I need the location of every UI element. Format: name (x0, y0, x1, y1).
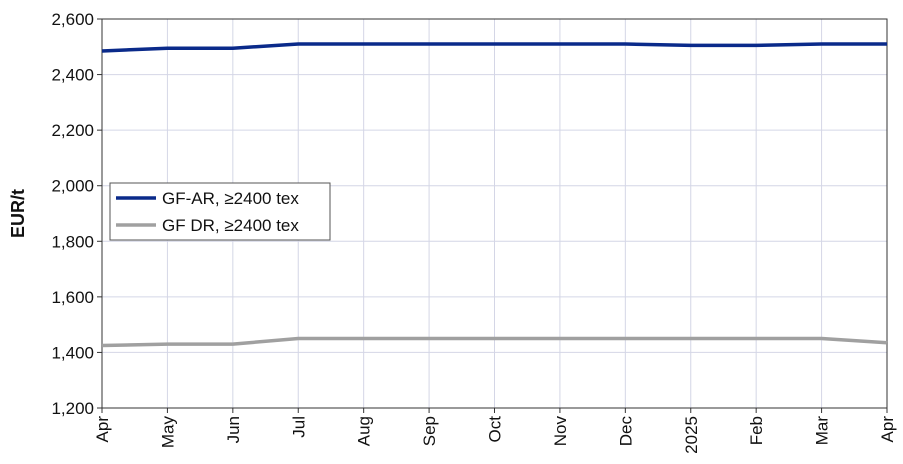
y-tick-label: 1,400 (51, 343, 94, 362)
x-tick-label: Dec (616, 416, 635, 447)
legend-label: GF DR, ≥2400 tex (162, 216, 299, 235)
legend: GF-AR, ≥2400 tex GF DR, ≥2400 tex (109, 182, 331, 241)
legend-label: GF-AR, ≥2400 tex (162, 189, 299, 208)
y-tick-label: 1,200 (51, 399, 94, 418)
x-tick-label: Apr (878, 416, 897, 443)
x-axis: Apr May Jun Jul Aug Sep Oct Nov Dec 2025 Feb Mar Apr (93, 408, 897, 454)
y-axis: 1,200 1,400 1,600 1,800 2,000 2,200 2,400 2,600 (51, 10, 102, 418)
x-tick-label: Mar (813, 416, 832, 446)
y-tick-label: 2,400 (51, 66, 94, 85)
x-tick-label: Feb (747, 416, 766, 445)
y-tick-label: 2,600 (51, 10, 94, 29)
x-tick-label: Apr (93, 416, 112, 443)
y-tick-label: 1,600 (51, 288, 94, 307)
x-tick-label: Oct (486, 416, 505, 443)
series-line-1 (101, 42, 887, 53)
series-line-2 (101, 336, 888, 348)
x-tick-label: Jul (289, 416, 308, 438)
x-tick-label: May (158, 416, 177, 449)
x-tick-label: Jun (224, 416, 243, 443)
grid-lines (102, 19, 887, 408)
y-tick-label: 2,000 (51, 177, 94, 196)
y-tick-label: 1,800 (51, 232, 94, 251)
series-lines (101, 42, 888, 348)
y-tick-label: 2,200 (51, 121, 94, 140)
x-tick-label: Sep (420, 416, 439, 446)
x-tick-label: Nov (551, 416, 570, 447)
x-tick-label: Aug (355, 416, 374, 446)
legend-box (109, 182, 331, 241)
x-tick-label: 2025 (682, 416, 701, 454)
y-axis-title: EUR/t (8, 189, 28, 238)
